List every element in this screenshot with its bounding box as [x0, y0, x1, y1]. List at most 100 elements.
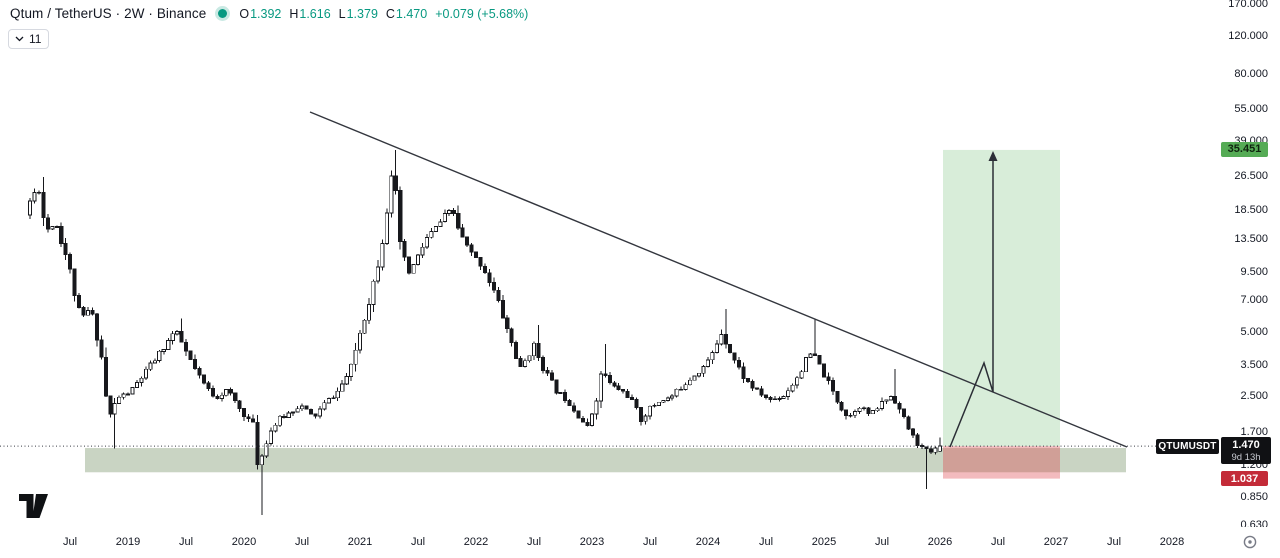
- status-dot-core: [218, 9, 228, 18]
- candle: [500, 299, 505, 319]
- candle: [759, 388, 764, 396]
- candle: [817, 354, 822, 365]
- candle: [94, 313, 99, 341]
- candle: [625, 390, 630, 398]
- candle: [491, 282, 496, 291]
- candle: [313, 413, 318, 417]
- candle: [888, 396, 893, 401]
- candle: [349, 363, 354, 377]
- candle: [737, 359, 742, 368]
- candle: [884, 399, 889, 402]
- stop-zone-rect[interactable]: [943, 446, 1060, 479]
- candle: [99, 339, 104, 358]
- candle: [344, 375, 349, 385]
- candle: [723, 334, 728, 345]
- candle: [59, 226, 64, 244]
- candle: [322, 402, 327, 410]
- candle: [656, 401, 661, 406]
- candle: [451, 209, 456, 214]
- candle: [919, 444, 925, 448]
- scale-settings-icon[interactable]: [1242, 534, 1258, 555]
- candle: [647, 405, 652, 417]
- candle: [424, 236, 429, 248]
- time-tick-label: Jul: [526, 536, 542, 548]
- high-value: H 1.616: [289, 6, 331, 21]
- descending-trendline[interactable]: [309, 111, 1128, 448]
- candle: [54, 226, 59, 228]
- price-tick-label: 5.000: [1240, 325, 1268, 338]
- candle: [117, 396, 122, 405]
- price-tick-label: 18.500: [1234, 203, 1268, 216]
- time-tick-label: Jul: [758, 536, 774, 548]
- candle: [710, 352, 715, 361]
- candle: [85, 310, 91, 316]
- candle: [103, 356, 108, 397]
- breakout-arrow-line[interactable]: [949, 153, 994, 448]
- tradingview-logo[interactable]: [19, 494, 49, 525]
- candle: [719, 334, 724, 345]
- time-tick-label: 2028: [1159, 536, 1185, 548]
- candle: [531, 342, 537, 357]
- candle: [844, 409, 849, 417]
- price-tick-label: 0.850: [1240, 490, 1268, 503]
- time-tick-label: 2022: [463, 536, 489, 548]
- candle: [848, 414, 853, 417]
- candle: [812, 353, 818, 356]
- candle: [246, 416, 251, 420]
- candle: [536, 342, 541, 358]
- time-tick-label: 2020: [231, 536, 257, 548]
- candle: [68, 254, 73, 270]
- candle: [902, 408, 907, 418]
- candle: [772, 398, 777, 401]
- candle: [77, 294, 82, 308]
- candle: [505, 317, 510, 330]
- candle: [482, 265, 487, 274]
- time-tick-label: 2021: [347, 536, 373, 548]
- time-axis[interactable]: Jul 2019 Jul 2020 Jul 2021 Jul 2022 Jul 2023 Jul 20…: [0, 527, 1280, 558]
- candle: [670, 395, 675, 399]
- candle: [228, 389, 233, 394]
- candle: [688, 379, 693, 386]
- candle: [911, 428, 916, 436]
- target-price-label: 35.451: [1221, 141, 1268, 157]
- candle: [126, 393, 131, 396]
- candle: [567, 399, 572, 407]
- time-tick-label: Jul: [642, 536, 658, 548]
- candle: [152, 360, 157, 364]
- market-status-icon[interactable]: [215, 6, 231, 21]
- candle: [741, 366, 746, 380]
- candle: [469, 244, 474, 253]
- object-tree-button[interactable]: 11: [8, 29, 50, 49]
- candle: [496, 289, 501, 301]
- symbol-title[interactable]: Qtum / TetherUS · 2W · Binance: [10, 6, 207, 21]
- price-tick-label: 3.500: [1240, 358, 1268, 371]
- candle: [621, 388, 626, 392]
- chart-pane[interactable]: [0, 0, 1192, 527]
- candle: [233, 392, 238, 402]
- candle: [603, 373, 608, 376]
- candle: [576, 410, 581, 419]
- candle: [612, 382, 617, 387]
- candle: [790, 384, 795, 392]
- candle: [112, 403, 117, 415]
- candle: [384, 212, 389, 244]
- candle: [41, 191, 46, 219]
- candle: [866, 407, 871, 415]
- candle: [219, 394, 224, 399]
- change-value: +0.079 (+5.68%): [435, 6, 529, 21]
- candle: [175, 331, 180, 335]
- price-tick-label: 55.000: [1234, 102, 1268, 115]
- candle: [714, 343, 719, 353]
- candle: [696, 372, 702, 377]
- candle: [808, 353, 813, 359]
- candle: [679, 388, 684, 391]
- candle: [250, 418, 256, 423]
- stop-price-label: 1.037: [1221, 471, 1268, 487]
- candle: [598, 373, 603, 402]
- candle: [300, 405, 305, 410]
- candle: [166, 339, 171, 351]
- candle: [380, 243, 385, 268]
- candle: [201, 374, 206, 384]
- candle: [268, 430, 273, 445]
- target-zone-rect[interactable]: [943, 149, 1060, 447]
